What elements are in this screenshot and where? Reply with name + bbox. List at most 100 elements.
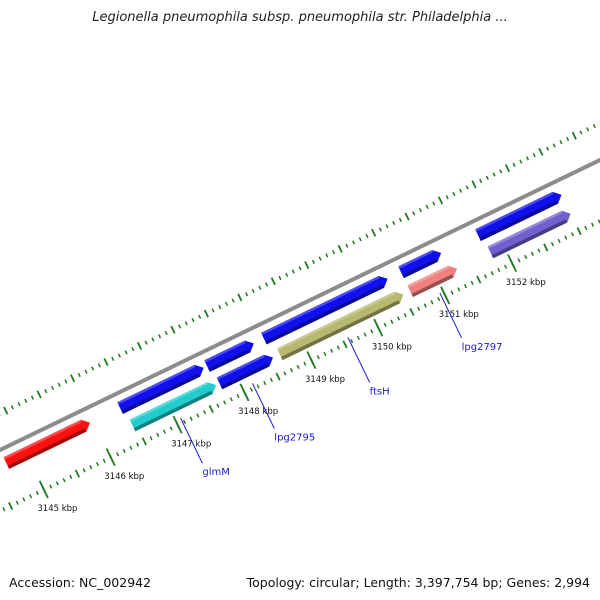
inner-tick-mark	[263, 380, 267, 386]
outer-tick-mark	[298, 266, 302, 271]
tick-label-3152: 3152 kbp	[506, 278, 546, 288]
inner-tick-mark	[102, 458, 106, 463]
gene-features	[3, 191, 571, 469]
inner-tick-mark	[570, 232, 575, 237]
outer-tick-mark	[178, 324, 182, 329]
inner-tick-mark	[82, 468, 86, 473]
outer-tick-mark	[398, 217, 402, 222]
inner-tick-mark	[550, 241, 554, 247]
outer-tick-mark	[30, 395, 35, 400]
inner-tick-mark	[289, 368, 294, 373]
inner-tick-mark	[55, 481, 59, 486]
inner-tick-mark	[116, 452, 120, 457]
inner-tick-mark	[69, 474, 73, 480]
outer-tick-mark	[499, 169, 503, 174]
gene-label-glmM[interactable]: glmM	[202, 467, 230, 478]
gene-feature-2-highlight	[204, 340, 246, 363]
tick-label-3148: 3148 kbp	[238, 407, 278, 417]
outer-tick-mark	[184, 321, 188, 326]
outer-tick-mark	[64, 379, 68, 384]
outer-tick-mark	[392, 220, 396, 226]
gene-feature-1-highlight	[117, 364, 196, 405]
major-tick-3147	[172, 415, 183, 434]
gene-lpg2795[interactable]	[216, 354, 273, 390]
outer-tick-mark	[385, 224, 389, 229]
gene-label-ftsH[interactable]: ftsH	[370, 386, 390, 397]
leader-glmM	[180, 418, 203, 464]
outer-tick-mark	[412, 211, 416, 216]
outer-tick-mark	[103, 358, 109, 367]
outer-tick-mark	[251, 288, 255, 294]
outer-tick-mark	[546, 146, 550, 151]
gene-label-lpg2795[interactable]: lpg2795	[274, 432, 315, 443]
inner-tick-mark	[342, 340, 348, 349]
gene-feature-0-shadow	[7, 428, 87, 469]
inner-tick-mark	[564, 235, 568, 240]
inner-tick-mark	[296, 364, 300, 370]
inner-tick-mark	[537, 248, 541, 253]
inner-tick-mark	[490, 271, 494, 276]
inner-tick-mark	[530, 251, 534, 256]
gene-feature-2[interactable]	[204, 340, 254, 372]
gene-glmM-shadow	[133, 390, 213, 432]
inner-tick-mark	[15, 500, 19, 505]
inner-tick-mark	[22, 497, 26, 502]
outer-tick-mark	[265, 282, 269, 287]
outer-tick-mark	[552, 143, 556, 148]
inner-tick-mark	[476, 275, 482, 284]
inner-tick-mark	[437, 296, 441, 302]
gene-feature-0[interactable]	[3, 419, 90, 469]
outer-tick-mark	[24, 398, 28, 404]
inner-tick-mark	[223, 400, 227, 405]
outer-tick-mark	[170, 325, 176, 334]
gene-feature-5[interactable]	[475, 191, 562, 241]
inner-tick-mark	[136, 442, 140, 447]
outer-tick-mark	[224, 301, 229, 307]
gene-lpg2795-highlight	[216, 354, 265, 380]
outer-tick-mark	[418, 207, 423, 213]
inner-tick-mark	[162, 429, 166, 434]
outer-tick-mark	[404, 212, 410, 221]
gene-feature-10[interactable]	[487, 210, 571, 259]
inner-tick-mark	[316, 355, 320, 360]
inner-tick-mark	[275, 372, 281, 381]
gene-lpg2797-highlight	[407, 265, 449, 288]
gene-feature-4[interactable]	[398, 250, 442, 279]
inner-tick-mark	[156, 432, 160, 437]
gene-glmM[interactable]	[129, 382, 217, 432]
gene-feature-10-shadow	[491, 219, 568, 259]
gene-feature-1[interactable]	[117, 364, 204, 414]
inner-tick-mark	[203, 410, 207, 415]
inner-tick-mark	[543, 243, 549, 252]
inner-tick-mark	[216, 403, 220, 408]
inner-tick-mark	[504, 264, 508, 269]
outer-tick-mark	[365, 233, 369, 239]
gene-feature-3-highlight	[261, 276, 380, 335]
outer-tick-mark	[532, 153, 536, 158]
outer-tick-mark	[459, 188, 463, 193]
outer-tick-mark	[111, 356, 115, 361]
gene-lpg2797[interactable]	[407, 265, 457, 297]
outer-tick-mark	[144, 340, 148, 345]
inner-tick-mark	[196, 413, 200, 418]
gene-ftsH-shadow	[281, 300, 400, 361]
major-tick-3151	[440, 286, 451, 305]
inner-tick-mark	[430, 300, 434, 305]
gene-feature-3[interactable]	[261, 276, 388, 345]
outer-tick-mark	[512, 162, 516, 167]
outer-tick-mark	[131, 347, 135, 352]
gene-label-lpg2797[interactable]: lpg2797	[462, 342, 503, 353]
outer-tick-mark	[571, 131, 577, 140]
outer-tick-mark	[151, 337, 155, 342]
major-ticks	[38, 254, 518, 499]
tick-label-3150: 3150 kbp	[372, 342, 412, 352]
inner-tick-mark	[557, 238, 561, 243]
gene-feature-10-highlight	[487, 210, 563, 249]
inner-tick-mark	[189, 416, 193, 421]
inner-tick-mark	[390, 319, 394, 324]
gene-ftsH[interactable]	[276, 291, 404, 361]
inner-tick-mark	[283, 371, 287, 376]
outer-tick-mark	[425, 204, 429, 210]
inner-tick-mark	[269, 377, 273, 383]
